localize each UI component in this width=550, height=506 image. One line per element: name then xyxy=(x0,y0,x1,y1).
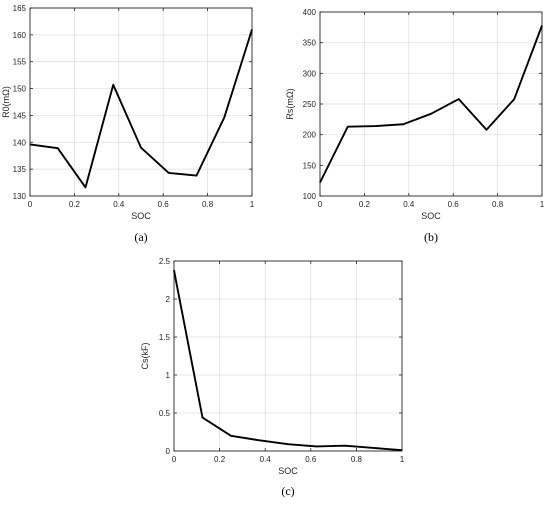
y-axis-label: R0(mΩ) xyxy=(1,86,11,118)
x-tick-label: 0.2 xyxy=(69,200,81,209)
x-tick-label: 0.6 xyxy=(158,200,170,209)
series-line-0 xyxy=(319,25,543,183)
chart-a-svg: 0 0.2 0.4 0.6 0.8 1 130 135 140 145 150 155 160 165 SO… xyxy=(1,4,255,244)
plot-area xyxy=(174,261,402,451)
y-tick-label: 150 xyxy=(303,161,317,170)
y-axis-label: Rs(mΩ) xyxy=(285,88,295,119)
chart-b-svg: 0 0.2 0.4 0.6 0.8 1 100 150 200 250 300 350 400 SOC Rs… xyxy=(285,8,545,244)
y-tick-label: 135 xyxy=(13,165,27,174)
x-tick-label: 0 xyxy=(28,200,33,209)
y-axis-label: Cs(kF) xyxy=(140,343,150,370)
y-tick-label: 2 xyxy=(166,295,171,304)
chart-panel-b: 0 0.2 0.4 0.6 0.8 1 100 150 200 250 300 350 400 SOC Rs… xyxy=(282,0,550,248)
y-tick-label: 155 xyxy=(13,58,27,67)
x-tick-label: 0.6 xyxy=(305,455,317,464)
panel-caption: (b) xyxy=(424,230,438,244)
x-tick-label: 0.8 xyxy=(492,200,504,209)
axes-frame xyxy=(173,260,403,452)
plot-area xyxy=(30,8,252,196)
y-tick-label: 100 xyxy=(303,192,317,201)
y-tick-label: 0 xyxy=(166,447,171,456)
chart-panel-c: 0 0.2 0.4 0.6 0.8 1 0 0.5 1 1.5 2 2.5 SOC Cs(kF) (c) xyxy=(136,252,416,501)
series-line-0 xyxy=(173,269,403,452)
series-line-0 xyxy=(29,29,253,189)
x-tick-label: 0.8 xyxy=(202,200,214,209)
x-tick-label: 0.4 xyxy=(403,200,415,209)
y-tick-label: 1.5 xyxy=(159,333,171,342)
chart-panel-a: 0 0.2 0.4 0.6 0.8 1 130 135 140 145 150 155 160 165 SO… xyxy=(0,0,262,248)
x-tick-label: 1 xyxy=(250,200,255,209)
y-tick-label: 0.5 xyxy=(159,409,171,418)
x-axis-label: SOC xyxy=(278,466,298,476)
y-tick-label: 350 xyxy=(303,39,317,48)
y-tick-label: 165 xyxy=(13,4,27,13)
y-tick-label: 1 xyxy=(166,371,171,380)
y-tick-label: 130 xyxy=(13,192,27,201)
y-tick-label: 250 xyxy=(303,100,317,109)
x-tick-label: 0.2 xyxy=(214,455,226,464)
x-axis-label: SOC xyxy=(131,211,151,221)
chart-c-svg: 0 0.2 0.4 0.6 0.8 1 0 0.5 1 1.5 2 2.5 SOC Cs(kF) (c) xyxy=(140,257,405,498)
axes-frame xyxy=(29,7,253,197)
y-tick-label: 400 xyxy=(303,8,317,17)
x-tick-label: 0.6 xyxy=(448,200,460,209)
x-tick-label: 0.4 xyxy=(260,455,272,464)
y-tick-label: 300 xyxy=(303,69,317,78)
x-tick-label: 1 xyxy=(540,200,545,209)
y-tick-label: 150 xyxy=(13,85,27,94)
y-tick-label: 2.5 xyxy=(159,257,171,266)
x-tick-label: 0 xyxy=(172,455,177,464)
y-tick-label: 140 xyxy=(13,138,27,147)
panel-caption: (a) xyxy=(134,230,147,244)
x-tick-label: 0.4 xyxy=(113,200,125,209)
x-tick-label: 0.8 xyxy=(351,455,363,464)
x-tick-label: 0 xyxy=(318,200,323,209)
y-tick-label: 160 xyxy=(13,31,27,40)
y-tick-label: 145 xyxy=(13,111,27,120)
x-tick-label: 1 xyxy=(400,455,405,464)
x-tick-label: 0.2 xyxy=(359,200,371,209)
panel-caption: (c) xyxy=(281,484,294,498)
x-axis-label: SOC xyxy=(421,211,441,221)
axes-frame xyxy=(319,11,543,197)
y-tick-label: 200 xyxy=(303,131,317,140)
